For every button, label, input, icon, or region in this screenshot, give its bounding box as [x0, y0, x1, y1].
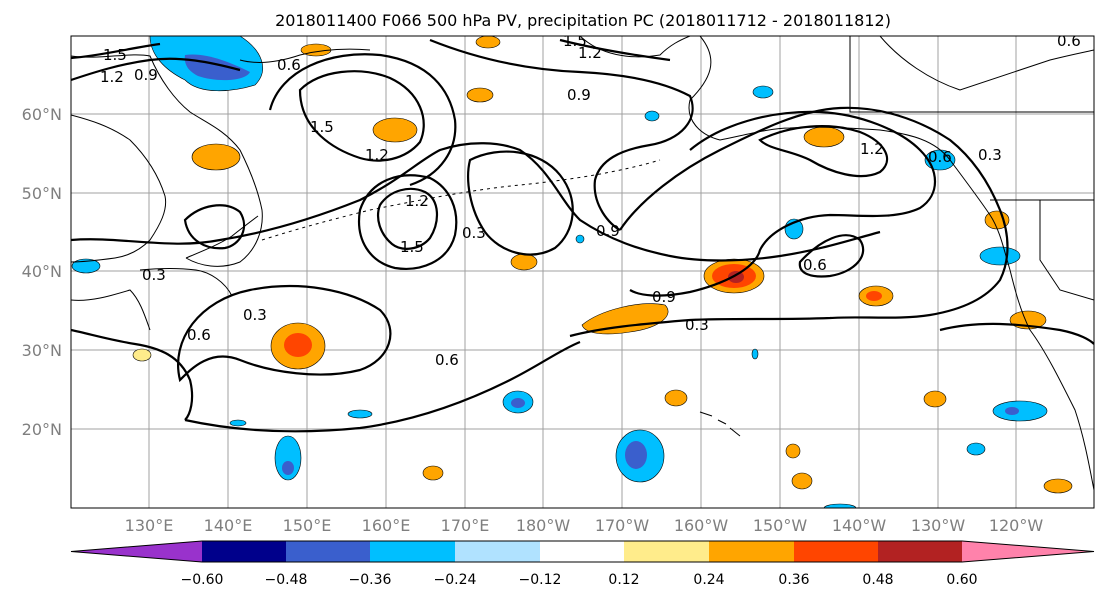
colorbar-outline: [70, 540, 1095, 563]
colorbar-tick-label: −0.12: [519, 572, 562, 588]
contour-label: 0.6: [187, 326, 211, 344]
contour-labels: 1.5 1.2 0.9 0.6 0.6 0.6 1.5 1.2 1.2 1.5 …: [100, 32, 1081, 369]
contour-label: 0.9: [567, 86, 591, 104]
lon-label: 160°W: [674, 516, 729, 535]
contour-label: 0.6: [928, 148, 952, 166]
contour-label: 1.5: [563, 32, 587, 50]
contour-label: 0.9: [596, 222, 620, 240]
contour-label: 0.3: [142, 266, 166, 284]
contour-label: 0.3: [243, 306, 267, 324]
pv-contours: [71, 38, 1094, 433]
colorbar-tick-label: −0.60: [181, 572, 224, 588]
contour-label: 1.2: [100, 68, 124, 86]
colorbar-tick-label: −0.36: [349, 572, 392, 588]
colorbar-extend-min: [71, 541, 202, 562]
contour-label: 0.6: [277, 56, 301, 74]
lon-label: 130°E: [125, 516, 174, 535]
lon-label: 120°W: [989, 516, 1044, 535]
lon-label: 170°W: [595, 516, 650, 535]
colorbar-segment: [878, 541, 962, 562]
colorbar-segment: [286, 541, 370, 562]
map-frame: [70, 35, 1095, 509]
contour-label: 1.5: [400, 238, 424, 256]
colorbar-segment: [455, 541, 540, 562]
colorbar-segment: [202, 541, 286, 562]
colorbar-tick-label: 0.24: [693, 572, 724, 588]
colorbar-tick-label: −0.24: [434, 572, 477, 588]
contour-label: 1.2: [405, 192, 429, 210]
colorbar-tick-label: 0.12: [608, 572, 639, 588]
colorbar-tick-label: 0.36: [778, 572, 809, 588]
contour-label: 0.9: [652, 288, 676, 306]
contour-label: 1.2: [860, 140, 884, 158]
graticule: [71, 36, 1094, 508]
map-area: 1.5 1.2 0.9 0.6 0.6 0.6 1.5 1.2 1.2 1.5 …: [71, 32, 1094, 508]
colorbar-segment: [794, 541, 878, 562]
colorbar-tick-label: 0.48: [862, 572, 893, 588]
colorbar-segment: [370, 541, 455, 562]
contour-label: 0.6: [803, 256, 827, 274]
contour-label: 1.5: [310, 118, 334, 136]
lon-label: 180°W: [516, 516, 571, 535]
colorbar-segment: [709, 541, 794, 562]
lat-label: 40°N: [22, 262, 62, 281]
contour-label: 1.2: [578, 44, 602, 62]
contour-label: 1.5: [103, 46, 127, 64]
contour-label: 0.9: [134, 66, 158, 84]
lat-label: 20°N: [22, 420, 62, 439]
lon-label: 130°W: [911, 516, 966, 535]
contour-label: 0.6: [435, 351, 459, 369]
colorbar-extend-max: [962, 541, 1094, 562]
contour-label: 0.3: [978, 146, 1002, 164]
lat-label: 30°N: [22, 341, 62, 360]
colorbar-segment: [540, 541, 624, 562]
contour-label: 0.3: [462, 224, 486, 242]
contour-label: 0.3: [685, 316, 709, 334]
contour-label: 0.6: [1057, 32, 1081, 50]
lat-label: 60°N: [22, 105, 62, 124]
lon-label: 150°W: [753, 516, 808, 535]
contour-label: 1.2: [365, 146, 389, 164]
colorbar-ticks: −0.60 −0.48 −0.36 −0.24 −0.12 0.12 0.24 …: [181, 572, 978, 588]
lat-label: 50°N: [22, 184, 62, 203]
colorbar-segment: [624, 541, 709, 562]
colorbar-tick-label: −0.48: [265, 572, 308, 588]
lon-label: 140°W: [832, 516, 887, 535]
map-title: 2018011400 F066 500 hPa PV, precipitatio…: [275, 11, 891, 30]
colorbar-tick-label: 0.60: [946, 572, 977, 588]
lat-axis: 60°N 50°N 40°N 30°N 20°N: [22, 105, 62, 439]
lon-label: 140°E: [204, 516, 253, 535]
lon-label: 170°E: [441, 516, 490, 535]
colorbar: [70, 540, 1095, 563]
lon-label: 160°E: [362, 516, 411, 535]
lon-axis: 130°E 140°E 150°E 160°E 170°E 180°W 170°…: [125, 516, 1044, 535]
lon-label: 150°E: [283, 516, 332, 535]
